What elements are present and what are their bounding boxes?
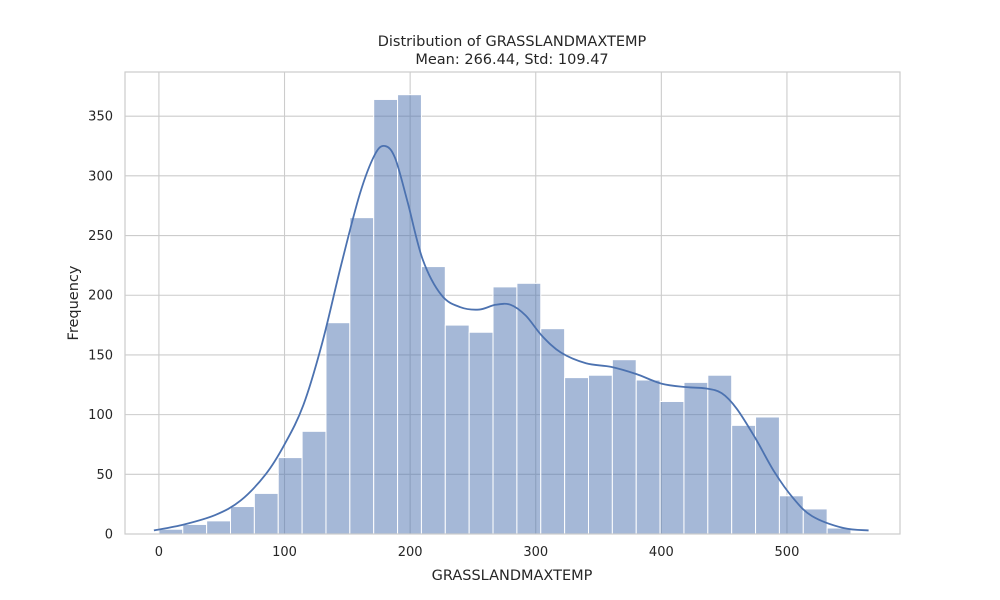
chart-subtitle: Mean: 266.44, Std: 109.47 bbox=[415, 52, 608, 68]
y-tick-label: 150 bbox=[88, 348, 113, 363]
y-tick-label: 350 bbox=[88, 110, 113, 125]
histogram-bar bbox=[540, 328, 566, 535]
x-tick-label: 0 bbox=[155, 545, 163, 560]
x-tick-label: 500 bbox=[775, 545, 800, 560]
x-axis-label: GRASSLANDMAXTEMP bbox=[432, 568, 593, 584]
histogram-bar bbox=[468, 331, 494, 535]
histogram-bar bbox=[301, 430, 327, 535]
histogram-bar bbox=[325, 322, 351, 535]
plot-frame bbox=[124, 71, 901, 535]
histogram-bar bbox=[397, 94, 422, 535]
chart-title: Distribution of GRASSLANDMAXTEMP bbox=[378, 34, 647, 50]
y-tick-label: 100 bbox=[88, 408, 113, 423]
y-tick-labels: 0 50 100 150 200 250 300 350 bbox=[88, 110, 113, 543]
x-tick-label: 200 bbox=[398, 545, 423, 560]
histogram-bar bbox=[731, 424, 757, 535]
x-tick-label: 400 bbox=[649, 545, 674, 560]
histogram-bar bbox=[516, 282, 542, 535]
histogram-bar bbox=[564, 377, 589, 535]
histogram-bar bbox=[611, 359, 637, 535]
histogram-bar bbox=[373, 98, 399, 535]
y-tick-label: 200 bbox=[88, 289, 113, 304]
histogram-bar bbox=[349, 217, 375, 535]
x-tick-labels: 0 100 200 300 400 500 bbox=[155, 545, 800, 560]
x-tick-label: 300 bbox=[523, 545, 548, 560]
y-axis-label: Frequency bbox=[66, 265, 82, 340]
histogram-bar bbox=[635, 379, 661, 535]
histogram-bar bbox=[778, 495, 804, 535]
histogram-bar bbox=[659, 400, 685, 535]
histogram-bar bbox=[420, 266, 446, 535]
histogram-bars bbox=[158, 94, 852, 535]
y-tick-label: 300 bbox=[88, 169, 113, 184]
histogram-bar bbox=[158, 528, 184, 535]
histogram-bar bbox=[206, 520, 232, 535]
histogram-bar bbox=[444, 324, 470, 535]
histogram-bar bbox=[587, 374, 613, 535]
y-tick-label: 0 bbox=[105, 528, 113, 543]
x-tick-label: 100 bbox=[272, 545, 297, 560]
histogram-bar bbox=[230, 506, 255, 535]
y-tick-label: 50 bbox=[96, 468, 113, 483]
histogram-bar bbox=[253, 492, 279, 535]
histogram-bar bbox=[492, 286, 518, 535]
y-tick-label: 250 bbox=[88, 229, 113, 244]
kde-curve bbox=[153, 144, 869, 532]
histogram-bar bbox=[683, 381, 709, 535]
histogram-bar bbox=[277, 457, 303, 535]
histogram-bar bbox=[182, 523, 208, 535]
